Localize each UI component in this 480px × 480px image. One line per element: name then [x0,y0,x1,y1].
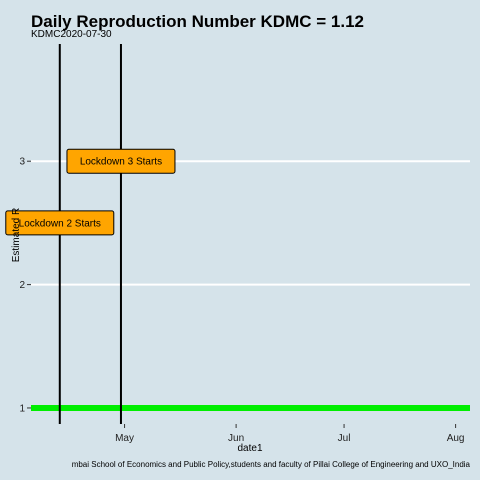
y-tick-label: 3 [19,157,25,168]
x-tick-label: Aug [447,433,465,444]
y-tick-label: 1 [19,403,25,414]
lockdown-label-box [66,148,176,174]
y-axis: 1 2 3 [19,157,31,414]
y-tick-label: 2 [19,280,25,291]
x-tick-label: Jun [228,433,244,444]
chart-caption: mbai School of Economics and Public Poli… [72,460,471,469]
x-tick-label: Jul [338,433,351,444]
plot-area: Lockdown 2 Starts Lockdown 3 Starts [5,44,470,424]
gridlines [31,160,470,409]
chart-title: Daily Reproduction Number KDMC = 1.12 [31,12,364,31]
lockdown-label-box [5,210,115,236]
y-axis-title: Estimated R [11,208,22,262]
x-axis-title: date1 [237,443,262,454]
x-axis: May Jun Jul Aug [115,424,465,444]
chart-subtitle: KDMC2020-07-30 [31,29,112,40]
lockdown-label-text: Lockdown 2 Starts [19,218,101,229]
lockdown-label-text: Lockdown 3 Starts [80,157,162,168]
x-tick-label: May [115,433,134,444]
annotations: Lockdown 2 Starts Lockdown 3 Starts [5,148,176,236]
